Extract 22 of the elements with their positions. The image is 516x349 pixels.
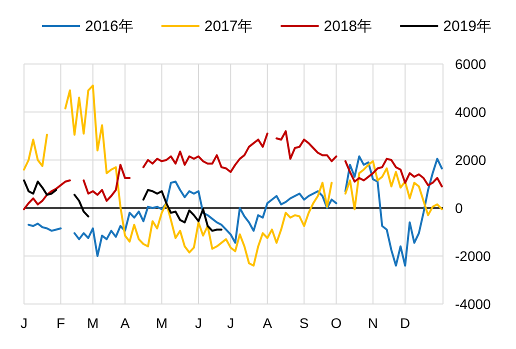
y-tick-label: -2000	[455, 248, 492, 264]
legend-label: 2016年	[85, 18, 134, 35]
x-tick-label: J	[194, 315, 202, 331]
legend-label: 2018年	[324, 18, 372, 35]
x-tick-label: A	[262, 315, 273, 331]
x-tick-label: M	[87, 315, 99, 331]
legend-label: 2019年	[443, 18, 492, 35]
x-tick-label: O	[330, 315, 342, 331]
y-tick-label: 2000	[455, 152, 486, 168]
y-tick-label: 6000	[455, 56, 486, 72]
x-tick-label: S	[299, 315, 309, 331]
x-tick-label: A	[120, 315, 130, 331]
x-tick-label: D	[400, 315, 410, 331]
x-tick-label: F	[56, 315, 66, 331]
x-tick-label: M	[156, 315, 168, 331]
legend-label: 2017年	[204, 18, 253, 35]
y-tick-label: -4000	[455, 296, 492, 312]
y-tick-label: 4000	[455, 104, 486, 120]
x-tick-label: J	[227, 315, 234, 331]
x-tick-label: J	[20, 315, 28, 331]
x-tick-label: N	[368, 315, 378, 331]
y-tick-label: 0	[455, 200, 463, 216]
